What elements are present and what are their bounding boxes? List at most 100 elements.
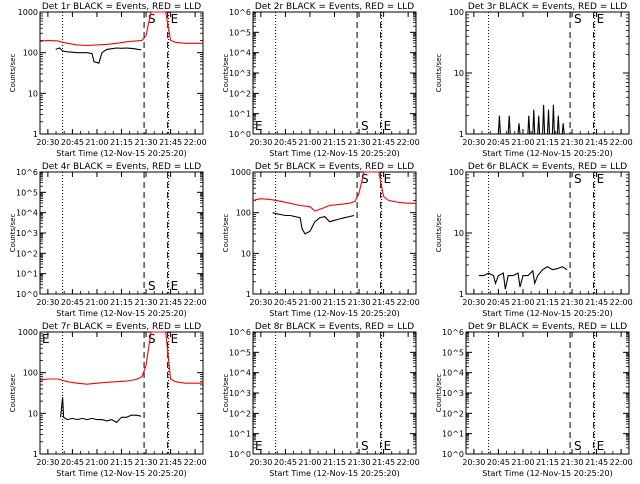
y-tick-label: 100 (236, 209, 251, 218)
x-tick-label: 21:00 (298, 298, 321, 307)
y-tick-label: 10^1 (229, 110, 251, 119)
y-tick-label: 10^1 (442, 430, 464, 439)
x-tick-label: 21:45 (585, 458, 608, 467)
x-tick-label: 21:45 (585, 298, 608, 307)
marker-s-label: S (148, 12, 156, 26)
marker-s-label: S (148, 332, 156, 346)
x-tick-label: 22:00 (610, 138, 633, 147)
y-axis-label: Counts/sec (222, 214, 230, 253)
x-tick-label: 20:30 (462, 298, 485, 307)
panel-title: Det 7r BLACK = Events, RED = LLD (42, 322, 201, 332)
y-tick-label: 10 (28, 89, 38, 98)
x-tick-label: 21:30 (135, 138, 158, 147)
x-tick-label: 21:15 (536, 298, 559, 307)
panel-det-4: Det 4r BLACK = Events, RED = LLD 10^0 10^1… (9, 162, 207, 318)
y-tick-label: 10^0 (229, 130, 251, 139)
x-tick-label: 21:00 (85, 458, 108, 467)
series-lld-line (252, 171, 416, 212)
plot-frame (465, 331, 630, 455)
plot-frame (252, 11, 417, 135)
y-tick-label: 100 (23, 369, 38, 378)
x-tick-label: 21:15 (323, 458, 346, 467)
x-tick-label: 20:30 (462, 458, 485, 467)
x-tick-label: 22:00 (610, 458, 633, 467)
marker-e-label: E (597, 439, 605, 453)
panel-det-6: Det 6r BLACK = Events, RED = LLD 1 10 100 20… (435, 162, 633, 318)
x-tick-label: 20:45 (61, 458, 84, 467)
y-tick-label: 10^5 (16, 188, 38, 197)
x-tick-label: 21:30 (348, 458, 371, 467)
x-tick-label: 22:00 (610, 298, 633, 307)
marker-e-label: E (384, 172, 392, 186)
x-tick-label: 21:15 (110, 298, 133, 307)
marker-e-label: E (597, 172, 605, 186)
marker-e-label: E (171, 332, 179, 346)
y-tick-label: 10^2 (229, 89, 251, 98)
y-tick-label: 10^4 (16, 209, 38, 218)
series-events-line (478, 266, 568, 290)
y-tick-label: 10^6 (229, 328, 251, 337)
y-tick-label: 100 (449, 168, 464, 177)
x-tick-label: 21:15 (323, 138, 346, 147)
panel-det-7: Det 7r BLACK = Events, RED = LLD 1 10 100 10… (9, 322, 207, 478)
x-axis-label: Start Time (12-Nov-15 20:25:20) (56, 469, 186, 478)
panel-title: Det 9r BLACK = Events, RED = LLD (468, 322, 627, 332)
x-tick-label: 21:45 (159, 458, 182, 467)
y-tick-label: 10 (454, 229, 464, 238)
x-tick-label: 21:15 (536, 458, 559, 467)
plot-frame (39, 331, 204, 455)
x-tick-label: 21:45 (372, 298, 395, 307)
x-axis-label: Start Time (12-Nov-15 20:25:20) (269, 149, 399, 158)
marker-s-label: S (574, 12, 582, 26)
x-tick-label: 20:45 (274, 458, 297, 467)
series-lld-line (39, 11, 203, 47)
x-tick-label: 21:00 (298, 138, 321, 147)
x-tick-label: 21:15 (110, 458, 133, 467)
x-axis-label: Start Time (12-Nov-15 20:25:20) (269, 469, 399, 478)
series-events-line (272, 212, 355, 235)
x-axis-label: Start Time (12-Nov-15 20:25:20) (56, 309, 186, 318)
marker-e-label: E (171, 279, 179, 293)
plot-frame (465, 171, 630, 295)
x-tick-label: 21:00 (85, 138, 108, 147)
y-tick-label: 10^1 (229, 430, 251, 439)
x-tick-label: 22:00 (397, 298, 420, 307)
y-tick-label: 10^2 (229, 409, 251, 418)
panel-title: Det 2r BLACK = Events, RED = LLD (255, 2, 414, 12)
marker-s-label: S (361, 172, 369, 186)
x-tick-label: 22:00 (397, 138, 420, 147)
x-tick-label: 22:00 (397, 458, 420, 467)
x-axis-label: Start Time (12-Nov-15 20:25:20) (482, 309, 612, 318)
y-tick-label: 10^1 (16, 270, 38, 279)
plot-frame (465, 11, 630, 135)
x-tick-label: 20:45 (274, 138, 297, 147)
y-tick-label: 10 (241, 249, 251, 258)
x-tick-label: 21:00 (511, 458, 534, 467)
panel-det-8: Det 8r BLACK = Events, RED = LLD 10^0 10^1… (222, 322, 420, 478)
y-axis-label: Counts/sec (435, 214, 443, 253)
y-tick-label: 10^4 (442, 369, 464, 378)
x-tick-label: 21:00 (511, 138, 534, 147)
y-tick-label: 10 (454, 69, 464, 78)
x-tick-label: 21:30 (561, 298, 584, 307)
plot-frame (39, 171, 204, 295)
y-tick-label: 10^2 (442, 409, 464, 418)
x-tick-label: 21:45 (159, 138, 182, 147)
x-tick-label: 20:45 (61, 298, 84, 307)
marker-e-label: E (171, 12, 179, 26)
series-events-line (55, 47, 142, 64)
plot-frame (39, 11, 204, 135)
x-tick-label: 20:30 (36, 458, 59, 467)
y-tick-label: 10^0 (442, 450, 464, 459)
marker-s-label: S (361, 119, 369, 133)
x-tick-label: 21:30 (561, 458, 584, 467)
y-tick-label: 10^6 (442, 328, 464, 337)
y-tick-label: 10^5 (229, 348, 251, 357)
x-axis-label: Start Time (12-Nov-15 20:25:20) (269, 309, 399, 318)
marker-s-label: S (574, 172, 582, 186)
x-tick-label: 21:45 (585, 138, 608, 147)
panel-title: Det 3r BLACK = Events, RED = LLD (468, 2, 627, 12)
marker-e-label: E (255, 119, 263, 133)
